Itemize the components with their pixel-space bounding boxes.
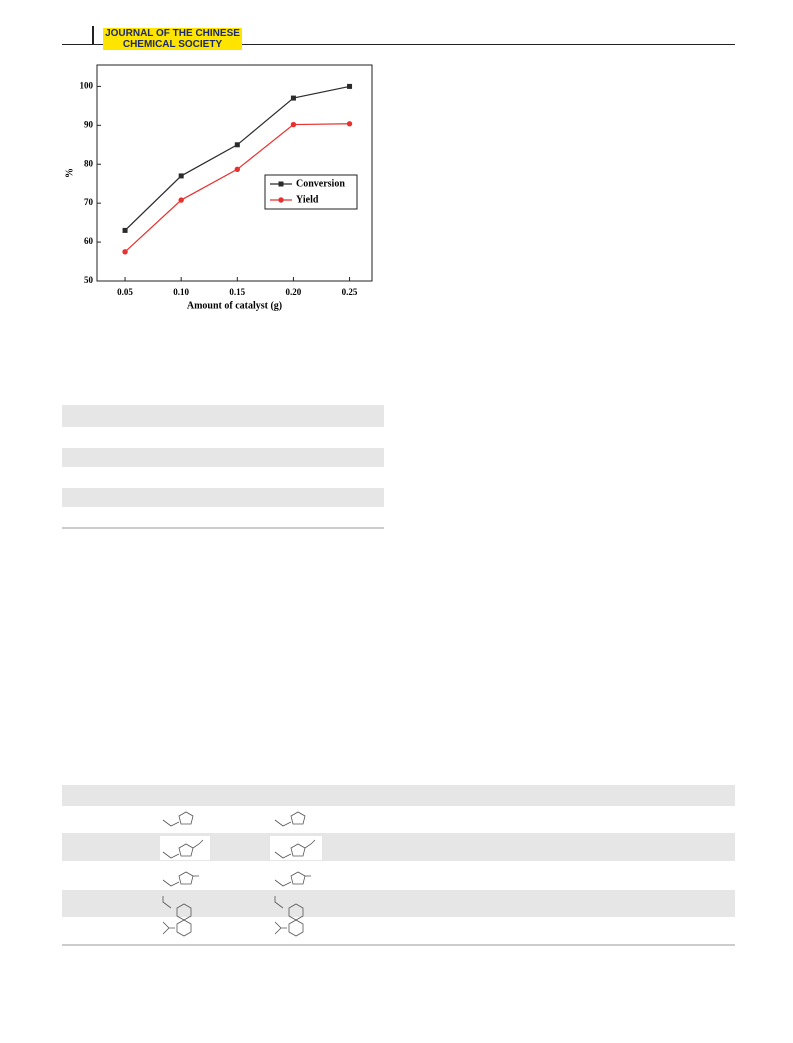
plot-frame xyxy=(96,64,373,282)
y-tick-label: 70 xyxy=(84,197,94,207)
journal-line: CHEMICAL SOCIETY xyxy=(122,39,223,50)
legend-marker xyxy=(278,181,284,187)
x-tick-label: 0.20 xyxy=(286,287,302,297)
x-tick-label: 0.05 xyxy=(117,287,133,297)
y-tick-label: 60 xyxy=(84,236,94,246)
marker xyxy=(234,142,240,148)
marker xyxy=(178,197,184,203)
journal-name: JOURNAL OF THE CHINESE CHEMICAL SOCIETY xyxy=(103,28,242,50)
y-tick-label: 50 xyxy=(84,275,94,285)
legend-marker xyxy=(278,197,284,203)
x-axis-label: Amount of catalyst (g) xyxy=(187,300,282,311)
legend-label: Conversion xyxy=(296,178,345,189)
table-rule xyxy=(62,527,384,529)
chart: 50 60 70 80 90 100 0.05 0.10 0.15 0.20 0.25 Amount … xyxy=(64,64,373,311)
marker xyxy=(346,121,353,127)
table-header xyxy=(62,405,384,427)
table-header xyxy=(62,785,735,806)
marker xyxy=(122,227,128,233)
marker xyxy=(178,173,184,179)
y-tick-label: 90 xyxy=(84,119,94,129)
y-tick-label: 80 xyxy=(84,158,94,168)
structures xyxy=(160,811,322,937)
header-bar xyxy=(92,26,94,44)
table-row xyxy=(62,448,384,467)
molecule-sketches xyxy=(160,811,322,937)
marker xyxy=(122,249,128,255)
marker xyxy=(290,121,297,128)
header-rule xyxy=(62,44,735,45)
marker xyxy=(290,95,296,101)
journal-line: JOURNAL OF THE CHINESE xyxy=(105,28,240,39)
x-tick-label: 0.25 xyxy=(342,287,358,297)
marker xyxy=(234,166,241,173)
legend-box xyxy=(264,174,358,210)
marker xyxy=(347,83,353,89)
y-axis-label: % xyxy=(64,168,75,178)
table-row xyxy=(62,488,384,507)
y-tick-label: 100 xyxy=(80,80,94,90)
x-tick-label: 0.10 xyxy=(173,287,189,297)
table-row xyxy=(62,890,735,917)
table-rule xyxy=(62,944,735,946)
x-tick-label: 0.15 xyxy=(229,287,245,297)
legend-label: Yield xyxy=(296,194,319,205)
